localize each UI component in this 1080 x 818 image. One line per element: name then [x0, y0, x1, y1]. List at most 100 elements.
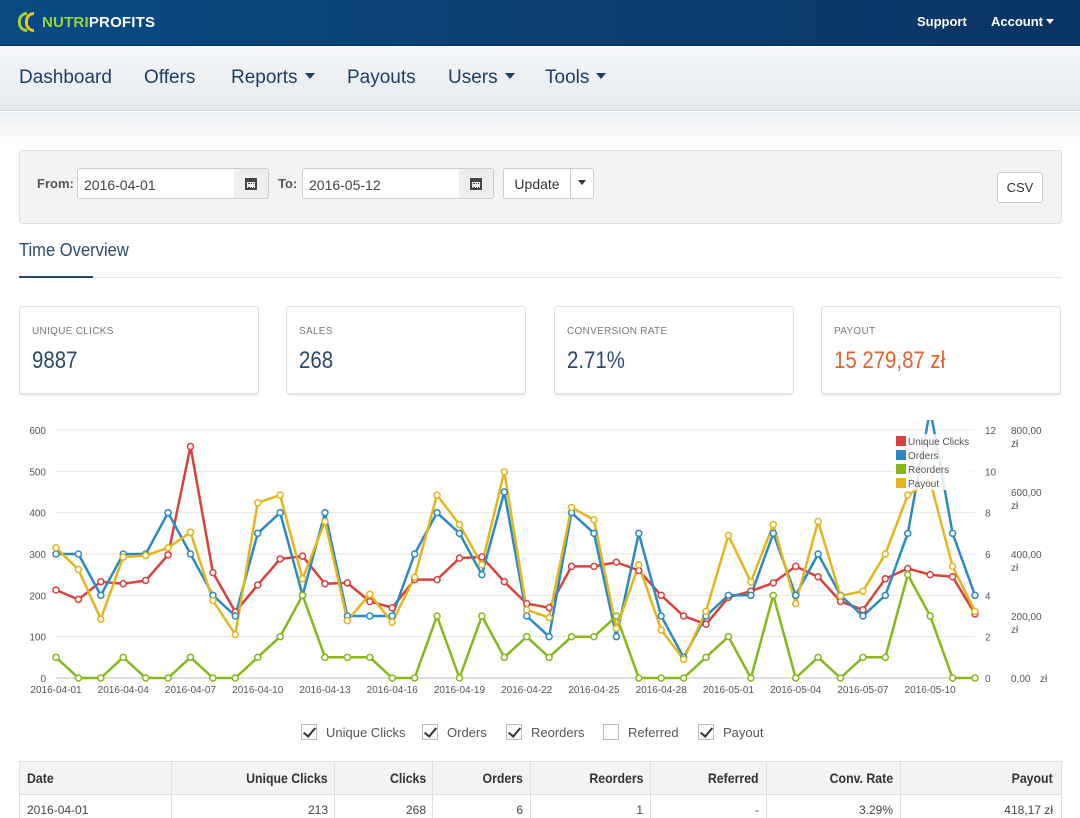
data-point	[814, 572, 822, 581]
data-point	[926, 570, 934, 579]
data-point	[388, 674, 396, 682]
data-point	[231, 674, 240, 682]
account-menu[interactable]: Account	[991, 14, 1054, 29]
data-point	[119, 553, 127, 561]
column-header-conv-rate[interactable]: Conv. Rate	[829, 770, 893, 786]
data-point	[545, 613, 553, 622]
data-point	[814, 653, 822, 662]
data-point	[52, 550, 60, 558]
checkbox[interactable]	[422, 724, 438, 740]
data-point	[276, 632, 284, 641]
y-tick-left: 400	[29, 509, 46, 520]
data-point	[253, 581, 262, 589]
nav-offers[interactable]: Offers	[144, 67, 196, 88]
cell-unique-clicks: 213	[307, 803, 328, 817]
column-header-orders[interactable]: Orders	[482, 770, 523, 786]
from-date-input[interactable]: 2016-04-01	[77, 168, 235, 199]
y-tick-right-unit: zł	[1011, 501, 1019, 512]
data-point	[567, 503, 576, 512]
column-header-date[interactable]: Date	[27, 770, 54, 786]
legend-label: Orders	[908, 451, 939, 462]
data-point	[859, 612, 867, 620]
brand-name: NUTRIPROFITS	[42, 14, 155, 31]
stat-sales: SALES 268	[286, 306, 526, 394]
data-point	[545, 653, 553, 662]
y-tick-right: 800,00	[1011, 426, 1042, 437]
toggle-label: Payout	[723, 724, 764, 740]
data-point	[209, 674, 217, 682]
data-point	[881, 575, 890, 583]
data-point	[657, 612, 665, 620]
data-point	[522, 632, 531, 641]
toggle-payout[interactable]: Payout	[698, 724, 763, 740]
data-point	[455, 554, 464, 562]
data-point	[679, 612, 688, 620]
checkbox[interactable]	[603, 724, 619, 740]
chevron-down-icon	[596, 72, 607, 79]
data-point	[500, 468, 509, 476]
nav-reports[interactable]: Reports	[231, 67, 315, 89]
checkbox[interactable]	[698, 724, 714, 740]
stat-value: 2.71%	[567, 347, 625, 374]
column-header-referred[interactable]: Referred	[708, 770, 759, 786]
column-header-clicks[interactable]: Clicks	[389, 770, 426, 786]
x-tick: 2016-04-28	[636, 685, 688, 696]
checkbox[interactable]	[506, 724, 522, 740]
y-tick-mid: 0	[985, 674, 991, 685]
data-point	[724, 632, 733, 641]
data-point	[635, 561, 643, 569]
data-point	[164, 508, 172, 517]
data-point	[859, 587, 867, 595]
toggle-reorders[interactable]: Reorders	[506, 724, 584, 740]
data-point	[545, 632, 553, 641]
data-point	[791, 674, 800, 682]
x-tick: 2016-04-19	[434, 685, 486, 696]
toggle-unique-clicks[interactable]: Unique Clicks	[301, 724, 405, 740]
data-point	[52, 586, 60, 594]
legend-swatch	[896, 478, 906, 488]
to-date-input[interactable]: 2016-05-12	[302, 168, 460, 199]
data-point	[209, 596, 217, 605]
column-header-reorders[interactable]: Reorders	[588, 770, 643, 786]
stat-payout: PAYOUT 15 279,87 zł	[821, 306, 1061, 394]
data-point	[164, 674, 172, 682]
data-point	[388, 612, 396, 620]
toggle-orders[interactable]: Orders	[422, 724, 487, 740]
data-point	[702, 607, 710, 616]
column-header-payout[interactable]: Payout	[1011, 770, 1053, 786]
data-point	[657, 674, 665, 682]
toggle-label: Unique Clicks	[326, 724, 406, 740]
logo-icon	[18, 10, 36, 34]
data-point	[433, 612, 441, 620]
update-button[interactable]: Update	[503, 168, 571, 199]
nav-payouts[interactable]: Payouts	[347, 67, 416, 88]
brand-logo[interactable]: NUTRIPROFITS	[18, 9, 155, 35]
update-dropdown-toggle[interactable]	[570, 168, 594, 199]
stat-conversion-rate: CONVERSION RATE 2.71%	[554, 306, 794, 394]
to-calendar-button[interactable]	[459, 168, 494, 199]
toggle-label: Reorders	[531, 724, 585, 740]
checkbox[interactable]	[301, 724, 317, 740]
data-point	[410, 573, 419, 581]
y-tick-left: 500	[29, 467, 46, 478]
nav-users[interactable]: Users	[448, 67, 515, 89]
data-point	[679, 674, 688, 682]
data-point	[478, 553, 486, 561]
data-point	[567, 632, 576, 641]
data-point	[343, 653, 352, 662]
data-point	[186, 528, 195, 537]
nav-dashboard[interactable]: Dashboard	[19, 67, 112, 88]
data-point	[321, 580, 329, 588]
data-point	[904, 564, 912, 573]
csv-export-button[interactable]: CSV	[997, 172, 1043, 203]
brand-name-a: NUTRI	[42, 13, 89, 31]
nav-tools[interactable]: Tools	[545, 67, 607, 89]
column-header-unique-clicks[interactable]: Unique Clicks	[246, 770, 328, 786]
data-point	[791, 562, 800, 571]
from-calendar-button[interactable]	[234, 168, 269, 199]
toggle-referred[interactable]: Referred	[603, 724, 679, 740]
support-link[interactable]: Support	[917, 14, 967, 29]
to-label: To:	[278, 176, 298, 191]
section-underline	[19, 276, 93, 278]
data-point	[948, 674, 957, 682]
